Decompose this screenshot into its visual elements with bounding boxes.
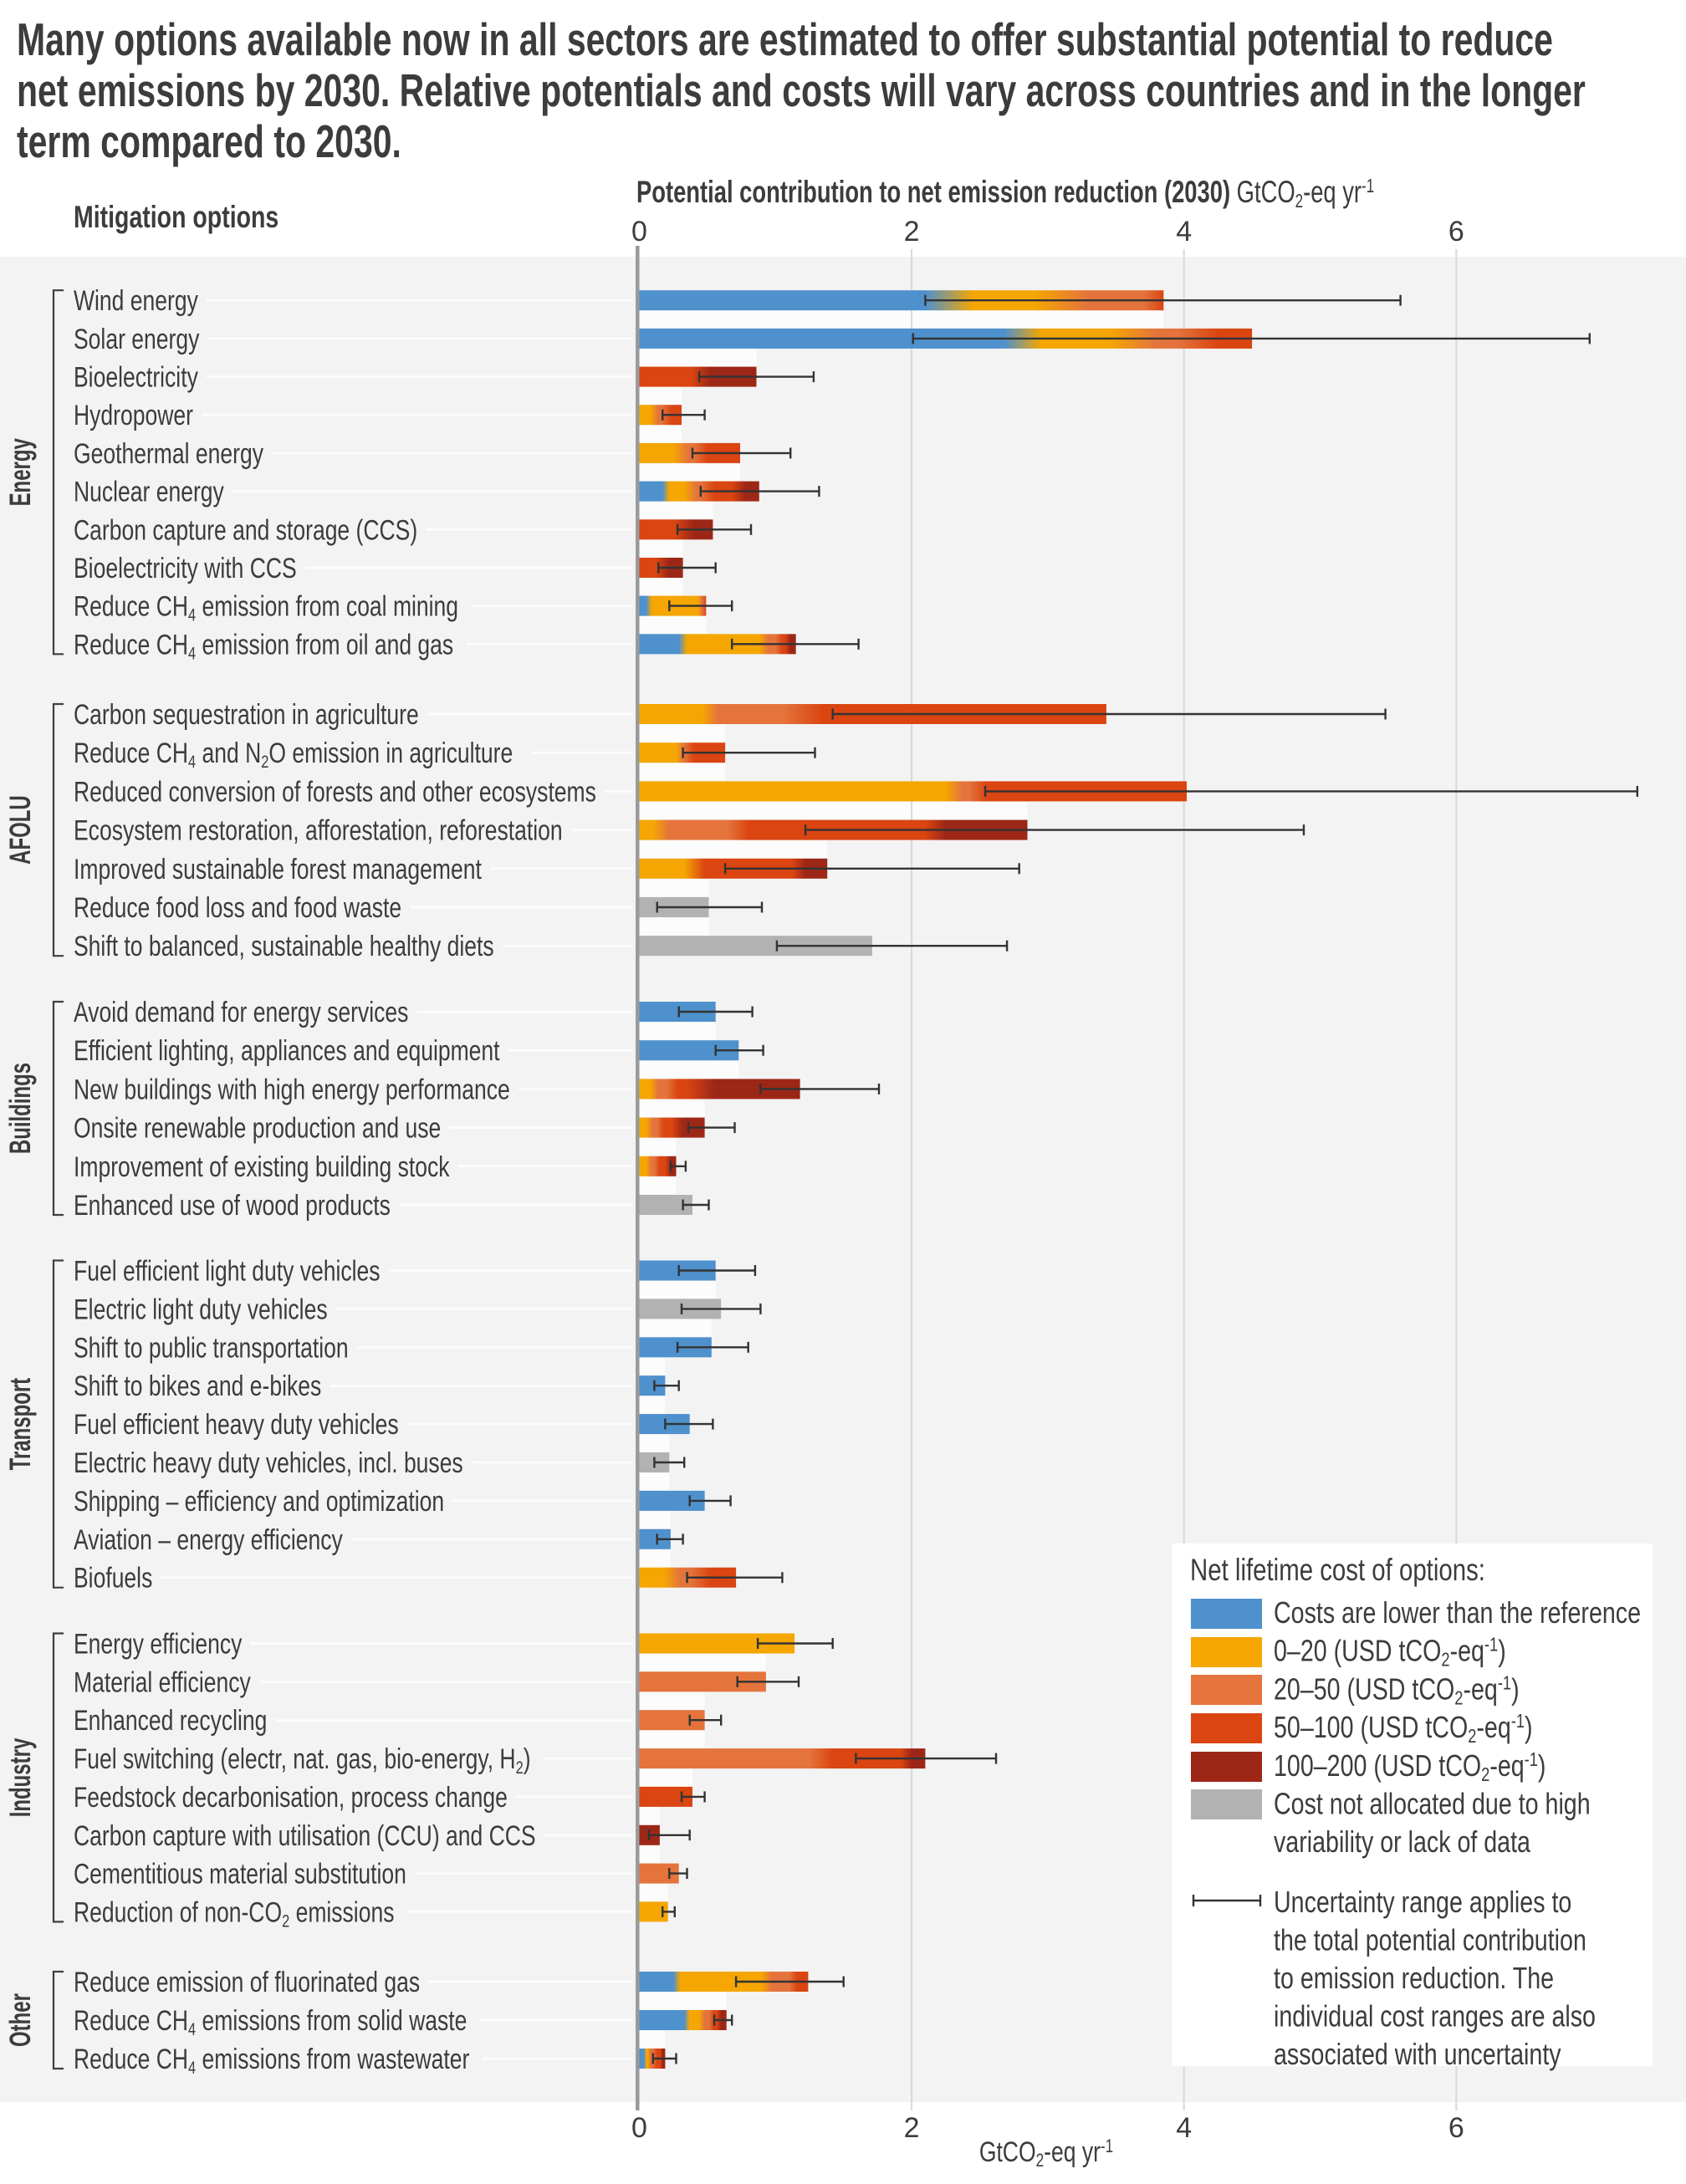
svg-text:Enhanced use of wood products: Enhanced use of wood products: [74, 1190, 391, 1222]
svg-text:Material efficiency: Material efficiency: [74, 1666, 251, 1698]
svg-text:Energy: Energy: [5, 438, 38, 506]
svg-text:Costs are lower than the refer: Costs are lower than the reference: [1274, 1596, 1641, 1630]
svg-text:Fuel efficient heavy duty vehi: Fuel efficient heavy duty vehicles: [74, 1409, 399, 1441]
svg-text:Reduce food loss and food wast: Reduce food loss and food waste: [74, 892, 401, 924]
svg-text:Improvement of existing buildi: Improvement of existing building stock: [74, 1151, 450, 1183]
svg-text:0: 0: [631, 2112, 647, 2144]
svg-text:Reduced conversion of forests: Reduced conversion of forests and other …: [74, 776, 596, 808]
svg-text:Nuclear energy: Nuclear energy: [74, 476, 224, 508]
svg-text:Reduce CH4​ emission from oil: Reduce CH4​ emission from oil and gas: [74, 629, 453, 663]
svg-text:New buildings with high energy: New buildings with high energy performan…: [74, 1074, 510, 1105]
svg-text:Reduce emission of fluorinated: Reduce emission of fluorinated gas: [74, 1967, 420, 1998]
svg-text:Other: Other: [5, 1993, 38, 2047]
svg-text:Ecosystem restoration, affores: Ecosystem restoration, afforestation, re…: [74, 814, 563, 846]
svg-text:Fuel efficient light duty vehi: Fuel efficient light duty vehicles: [74, 1255, 381, 1287]
svg-text:Aviation – energy efficiency: Aviation – energy efficiency: [74, 1524, 343, 1556]
svg-text:Bioelectricity with CCS: Bioelectricity with CCS: [74, 553, 297, 584]
svg-text:20–50 (USD tCO2-eq-1): 20–50 (USD tCO2-eq-1): [1274, 1672, 1520, 1709]
svg-text:Cost not allocated due to high: Cost not allocated due to high: [1274, 1787, 1591, 1820]
svg-text:Shift to balanced, sustainable: Shift to balanced, sustainable healthy d…: [74, 931, 494, 962]
svg-text:0: 0: [631, 216, 647, 247]
svg-text:Many options available now in: Many options available now in all sector…: [17, 14, 1553, 65]
svg-text:Uncertainty range applies to: Uncertainty range applies to: [1274, 1885, 1571, 1919]
svg-text:Net lifetime cost of options:: Net lifetime cost of options:: [1190, 1554, 1485, 1588]
svg-text:Enhanced recycling: Enhanced recycling: [74, 1705, 267, 1737]
svg-text:Buildings: Buildings: [5, 1063, 38, 1154]
svg-text:Feedstock decarbonisation, pro: Feedstock decarbonisation, process chang…: [74, 1782, 508, 1814]
svg-text:variability or lack of data: variability or lack of data: [1274, 1825, 1531, 1859]
svg-text:Solar energy: Solar energy: [74, 324, 200, 355]
svg-text:Shift to public transportation: Shift to public transportation: [74, 1332, 349, 1364]
svg-text:associated with uncertainty: associated with uncertainty: [1274, 2038, 1561, 2071]
svg-text:Efficient lighting, appliances: Efficient lighting, appliances and equip…: [74, 1035, 500, 1067]
svg-text:Wind energy: Wind energy: [74, 285, 199, 317]
svg-text:GtCO2-eq yr-1: GtCO2-eq yr-1: [979, 2136, 1113, 2171]
svg-text:Transport: Transport: [5, 1378, 38, 1471]
svg-text:Reduce CH4​ emissions from was: Reduce CH4​ emissions from wastewater: [74, 2044, 469, 2078]
svg-text:Potential contribution to net: Potential contribution to net emission r…: [636, 175, 1374, 212]
svg-text:Avoid demand for energy servic: Avoid demand for energy services: [74, 997, 408, 1028]
svg-text:term compared to 2030.: term compared to 2030.: [17, 116, 401, 167]
svg-text:6: 6: [1448, 216, 1464, 247]
svg-text:Electric light duty vehicles: Electric light duty vehicles: [74, 1294, 328, 1325]
svg-text:Reduce CH4​ emission from coal: Reduce CH4​ emission from coal mining: [74, 590, 458, 625]
svg-text:Fuel switching (electr, nat. g: Fuel switching (electr, nat. gas, bio-en…: [74, 1743, 531, 1778]
svg-text:100–200 (USD tCO2-eq-1): 100–200 (USD tCO2-eq-1): [1274, 1749, 1546, 1786]
svg-text:4: 4: [1176, 2112, 1192, 2144]
svg-text:Cementitious material substitu: Cementitious material substitution: [74, 1858, 406, 1890]
svg-text:Reduce CH4​ and N2​O emission: Reduce CH4​ and N2​O emission in agricul…: [74, 737, 513, 772]
svg-text:50–100 (USD tCO2-eq-1): 50–100 (USD tCO2-eq-1): [1274, 1711, 1533, 1748]
svg-text:2: 2: [904, 216, 920, 247]
svg-text:0–20 (USD tCO2-eq-1): 0–20 (USD tCO2-eq-1): [1274, 1635, 1506, 1671]
svg-text:6: 6: [1448, 2112, 1464, 2144]
svg-text:Energy efficiency: Energy efficiency: [74, 1628, 243, 1660]
svg-text:Carbon capture with utilisatio: Carbon capture with utilisation (CCU) an…: [74, 1820, 536, 1852]
svg-text:AFOLU: AFOLU: [5, 795, 38, 865]
svg-text:Geothermal energy: Geothermal energy: [74, 438, 264, 470]
svg-text:Improved sustainable forest ma: Improved sustainable forest management: [74, 854, 482, 885]
svg-text:net emissions by 2030. Relativ: net emissions by 2030. Relative potentia…: [17, 65, 1586, 116]
svg-text:individual cost ranges are als: individual cost ranges are also: [1274, 1999, 1596, 2033]
svg-text:Carbon capture and storage (CC: Carbon capture and storage (CCS): [74, 514, 417, 546]
svg-text:4: 4: [1176, 216, 1192, 247]
svg-text:Bioelectricity: Bioelectricity: [74, 361, 198, 393]
svg-text:Hydropower: Hydropower: [74, 400, 193, 431]
svg-text:Biofuels: Biofuels: [74, 1563, 152, 1595]
svg-text:Reduction of non-CO2​ emission: Reduction of non-CO2​ emissions: [74, 1896, 394, 1931]
svg-text:2: 2: [904, 2112, 920, 2144]
svg-text:Shipping – efficiency and opti: Shipping – efficiency and optimization: [74, 1486, 444, 1518]
svg-text:Carbon sequestration in agricu: Carbon sequestration in agriculture: [74, 699, 419, 731]
svg-text:to emission reduction. The: to emission reduction. The: [1274, 1962, 1554, 1995]
svg-text:Mitigation options: Mitigation options: [74, 199, 278, 233]
svg-text:the total potential contributi: the total potential contribution: [1274, 1923, 1586, 1957]
svg-text:Onsite renewable production an: Onsite renewable production and use: [74, 1112, 441, 1144]
svg-text:Electric heavy duty vehicles,: Electric heavy duty vehicles, incl. buse…: [74, 1447, 463, 1479]
svg-text:Shift to bikes and e-bikes: Shift to bikes and e-bikes: [74, 1370, 321, 1402]
svg-text:Reduce CH4​ emissions from sol: Reduce CH4​ emissions from solid waste: [74, 2005, 467, 2039]
svg-text:Industry: Industry: [5, 1738, 38, 1817]
